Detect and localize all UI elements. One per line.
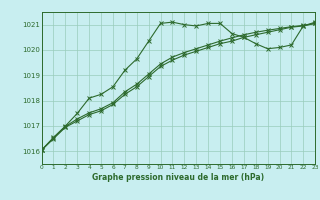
X-axis label: Graphe pression niveau de la mer (hPa): Graphe pression niveau de la mer (hPa) <box>92 173 264 182</box>
